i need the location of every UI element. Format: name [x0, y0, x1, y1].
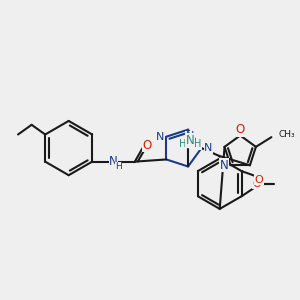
- Text: N: N: [186, 131, 194, 141]
- Text: N: N: [186, 134, 194, 147]
- Text: O: O: [143, 139, 152, 152]
- Text: H: H: [115, 162, 122, 171]
- Text: H: H: [194, 139, 201, 149]
- Text: O: O: [236, 123, 245, 136]
- Text: O: O: [255, 175, 263, 185]
- Text: CH₃: CH₃: [278, 130, 295, 139]
- Text: N: N: [219, 159, 228, 172]
- Text: N: N: [155, 132, 164, 142]
- Text: N: N: [204, 143, 212, 153]
- Text: N: N: [109, 155, 118, 168]
- Text: H: H: [178, 139, 186, 149]
- Text: O: O: [253, 179, 261, 189]
